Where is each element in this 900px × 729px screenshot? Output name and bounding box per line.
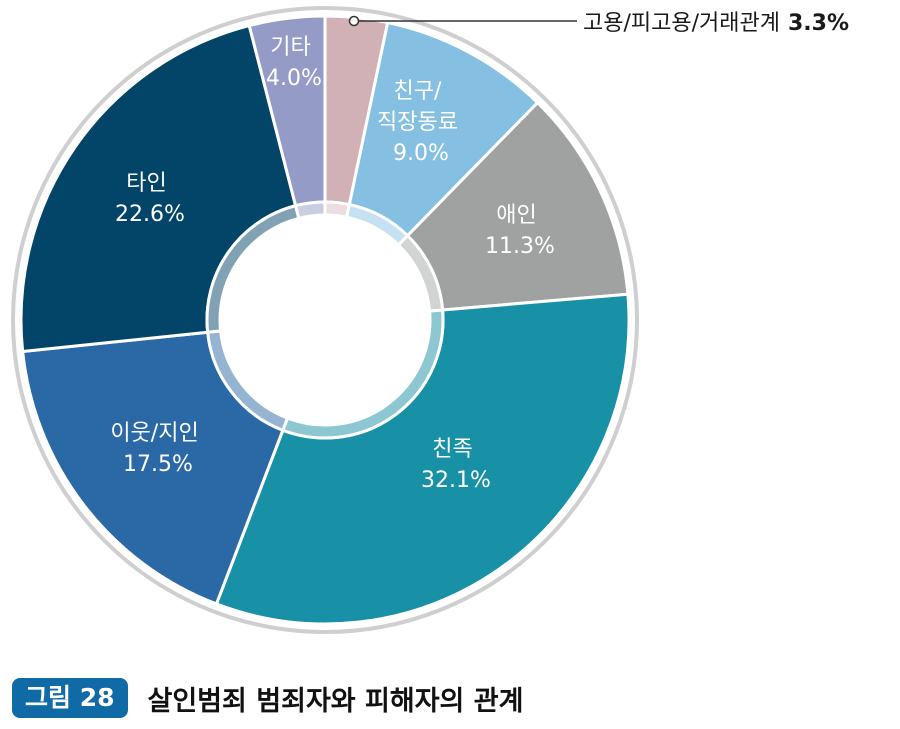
slice-label-friend: 친구/ 직장동료 9.0% — [377, 79, 465, 166]
pie-slices — [19, 14, 631, 626]
slice-label-stranger: 타인 22.6% — [115, 171, 185, 227]
slice-label-neighbor: 이웃/지인 17.5% — [110, 421, 205, 477]
slice-label-other: 기타 4.0% — [266, 35, 322, 91]
figure-title: 살인범죄 범죄자와 피해자의 관계 — [147, 685, 524, 717]
slice-label-lover: 애인 11.3% — [485, 203, 555, 259]
callout-marker — [348, 15, 360, 27]
slice-label-family: 친족 32.1% — [421, 437, 491, 493]
figure-caption: 그림 28 살인범죄 범죄자와 피해자의 관계 — [12, 677, 523, 719]
outer-ring — [11, 6, 639, 634]
donut-hole — [220, 215, 430, 425]
donut-chart: 고용/피고용/거래관계 3.3% 친구/ 직장동료 9.0% 애인 11.3% 친… — [11, 6, 849, 634]
figure-number-badge: 그림 28 — [12, 678, 128, 718]
callout-label: 고용/피고용/거래관계 3.3% — [583, 11, 849, 36]
